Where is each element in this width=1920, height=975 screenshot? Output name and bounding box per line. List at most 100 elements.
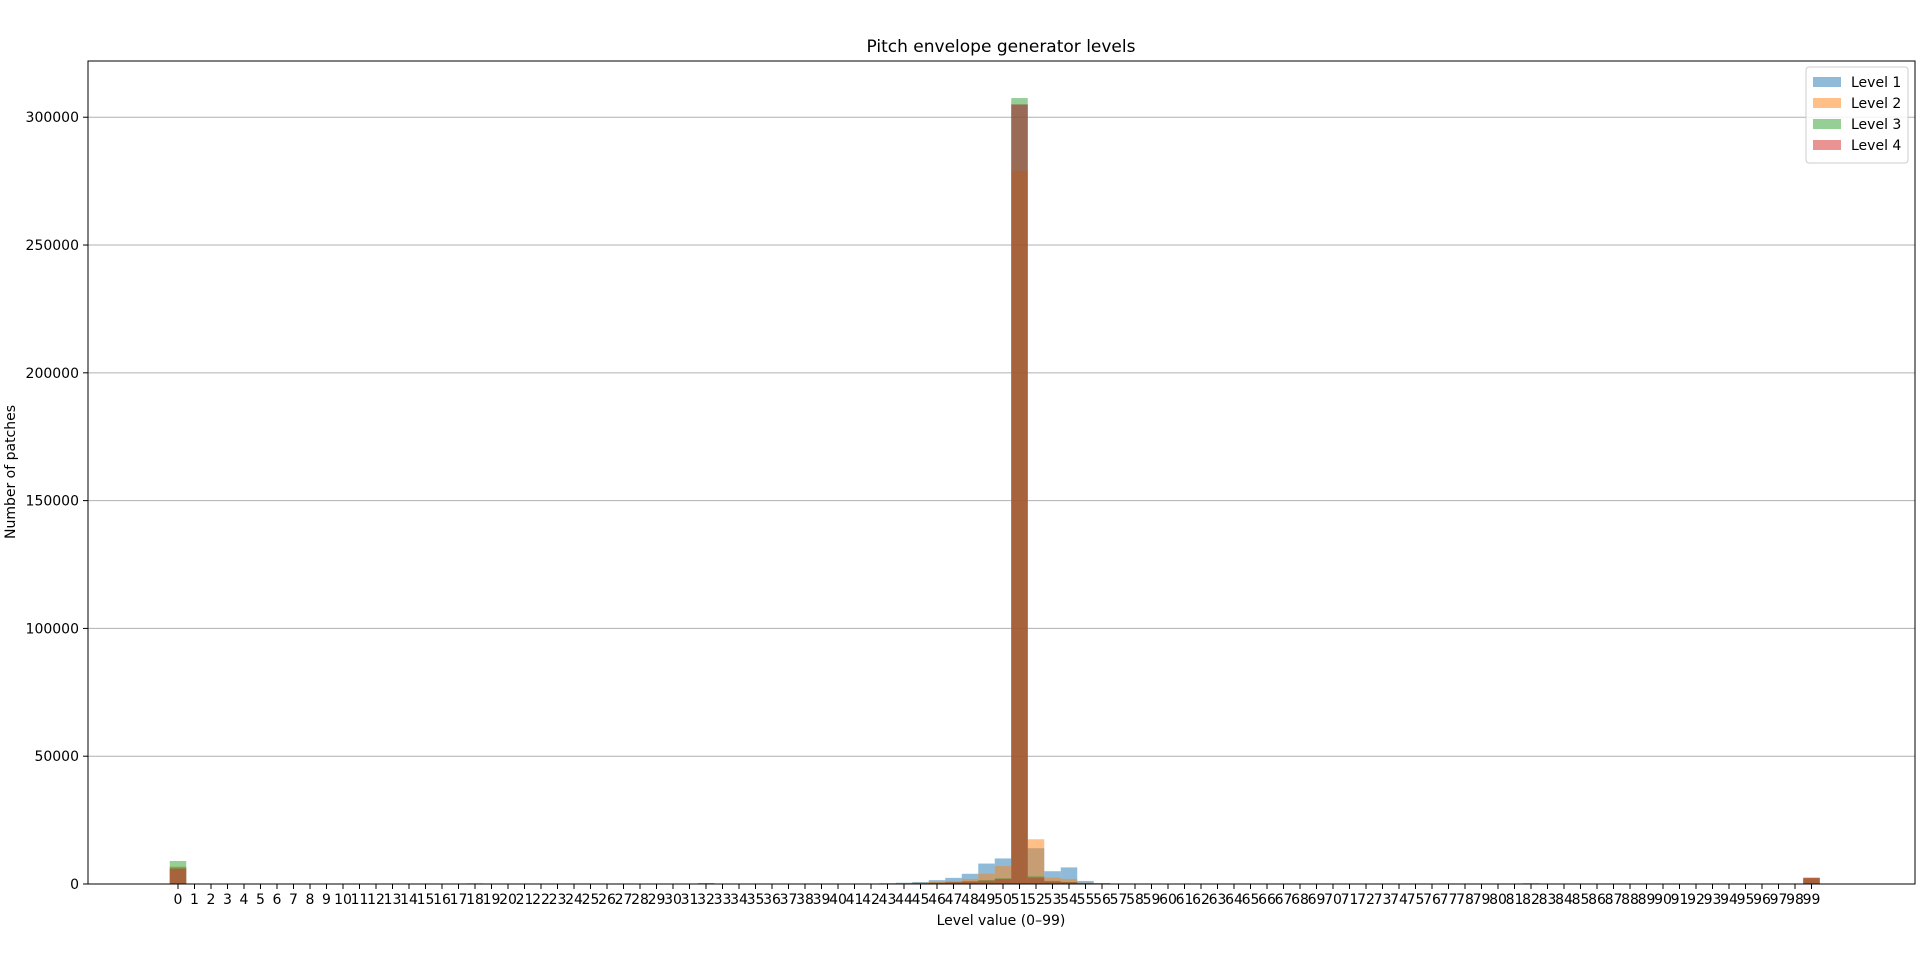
y-tick-label: 100000 <box>26 621 79 637</box>
x-tick-label: 37 <box>780 892 798 908</box>
y-axis-ticks: 0 50000 100000 150000 200000 250000 300000 <box>26 110 88 893</box>
x-tick-label: 68 <box>1291 892 1309 908</box>
bar-level-2 <box>978 873 995 884</box>
x-tick-label: 74 <box>1390 892 1408 908</box>
x-tick-label: 80 <box>1489 892 1507 908</box>
x-tick-label: 8 <box>306 892 315 908</box>
x-tick-label: 13 <box>384 892 402 908</box>
x-tick-label: 64 <box>1225 892 1243 908</box>
x-tick-label: 12 <box>367 892 385 908</box>
x-axis-ticks: 0 1 2 3 4 5 6 7 8 9 101112131415161718192021222324… <box>174 884 1821 908</box>
bar-level-4 <box>169 868 187 884</box>
x-tick-label: 29 <box>648 892 666 908</box>
x-tick-label: 26 <box>598 892 616 908</box>
bar-level-2 <box>1027 839 1045 884</box>
x-tick-label: 27 <box>615 892 633 908</box>
x-tick-label: 94 <box>1720 892 1738 908</box>
x-tick-label: 9 <box>322 892 331 908</box>
legend-label: Level 3 <box>1851 117 1901 133</box>
bar-level-4 <box>1011 104 1028 884</box>
legend-label: Level 2 <box>1851 96 1901 112</box>
x-tick-label: 93 <box>1704 892 1722 908</box>
x-tick-label: 76 <box>1423 892 1441 908</box>
bar-level-4 <box>1803 877 1820 884</box>
x-tick-label: 39 <box>813 892 831 908</box>
x-tick-label: 5 <box>256 892 265 908</box>
x-tick-label: 48 <box>961 892 979 908</box>
x-tick-label: 49 <box>978 892 996 908</box>
x-tick-label: 30 <box>664 892 682 908</box>
x-tick-label: 40 <box>829 892 847 908</box>
x-tick-label: 17 <box>450 892 468 908</box>
legend: Level 1 Level 2 Level 3 Level 4 <box>1805 66 1909 164</box>
x-tick-label: 78 <box>1456 892 1474 908</box>
x-tick-label: 90 <box>1654 892 1672 908</box>
plot-frame <box>87 60 1916 885</box>
y-tick-label: 250000 <box>26 238 79 254</box>
x-tick-label: 7 <box>289 892 298 908</box>
y-tick-label: 50000 <box>34 749 79 765</box>
x-tick-label: 89 <box>1638 892 1656 908</box>
x-tick-label: 59 <box>1143 892 1161 908</box>
x-tick-label: 82 <box>1522 892 1540 908</box>
x-tick-label: 87 <box>1605 892 1623 908</box>
bar-level-4 <box>961 881 979 884</box>
x-tick-label: 63 <box>1209 892 1227 908</box>
x-tick-label: 10 <box>334 892 352 908</box>
x-tick-label: 83 <box>1539 892 1557 908</box>
x-tick-label: 81 <box>1506 892 1524 908</box>
x-tick-label: 16 <box>433 892 451 908</box>
chart-title: Pitch envelope generator levels <box>867 37 1136 57</box>
x-tick-label: 22 <box>532 892 550 908</box>
x-tick-label: 57 <box>1110 892 1128 908</box>
legend-swatch <box>1813 98 1841 108</box>
x-tick-label: 67 <box>1275 892 1293 908</box>
x-tick-label: 99 <box>1803 892 1821 908</box>
bar-level-4 <box>978 880 995 884</box>
x-tick-label: 88 <box>1621 892 1639 908</box>
x-tick-label: 4 <box>240 892 249 908</box>
x-tick-label: 31 <box>681 892 699 908</box>
x-tick-label: 46 <box>928 892 946 908</box>
bar-level-4 <box>1060 882 1078 884</box>
x-tick-label: 51 <box>1011 892 1029 908</box>
x-tick-label: 58 <box>1126 892 1144 908</box>
x-tick-label: 33 <box>714 892 732 908</box>
x-tick-label: 60 <box>1159 892 1177 908</box>
legend-swatch <box>1813 140 1841 150</box>
x-tick-label: 75 <box>1407 892 1425 908</box>
legend-box <box>1805 66 1909 164</box>
x-tick-label: 69 <box>1308 892 1326 908</box>
y-tick-label: 0 <box>70 877 79 893</box>
x-tick-label: 95 <box>1737 892 1755 908</box>
x-tick-label: 32 <box>697 892 715 908</box>
x-tick-label: 73 <box>1374 892 1392 908</box>
x-tick-label: 92 <box>1687 892 1705 908</box>
x-tick-label: 3 <box>223 892 232 908</box>
bar-level-4 <box>1044 881 1061 884</box>
x-tick-label: 97 <box>1770 892 1788 908</box>
x-tick-label: 36 <box>763 892 781 908</box>
x-tick-label: 66 <box>1258 892 1276 908</box>
y-tick-label: 200000 <box>26 366 79 382</box>
x-tick-label: 42 <box>862 892 880 908</box>
x-tick-label: 2 <box>207 892 216 908</box>
x-tick-label: 41 <box>846 892 864 908</box>
bar-level-2 <box>1060 878 1078 884</box>
x-tick-label: 45 <box>912 892 930 908</box>
x-tick-label: 11 <box>351 892 369 908</box>
x-tick-label: 15 <box>417 892 435 908</box>
legend-swatch <box>1813 77 1841 87</box>
x-tick-label: 54 <box>1060 892 1078 908</box>
legend-label: Level 4 <box>1851 138 1901 154</box>
x-tick-label: 65 <box>1242 892 1260 908</box>
bar-level-4 <box>1027 877 1045 884</box>
y-tick-label: 300000 <box>26 110 79 126</box>
x-tick-label: 91 <box>1671 892 1689 908</box>
x-tick-label: 28 <box>631 892 649 908</box>
bar-level-2 <box>1044 877 1061 884</box>
bar-level-4 <box>945 882 962 884</box>
x-tick-label: 38 <box>796 892 814 908</box>
